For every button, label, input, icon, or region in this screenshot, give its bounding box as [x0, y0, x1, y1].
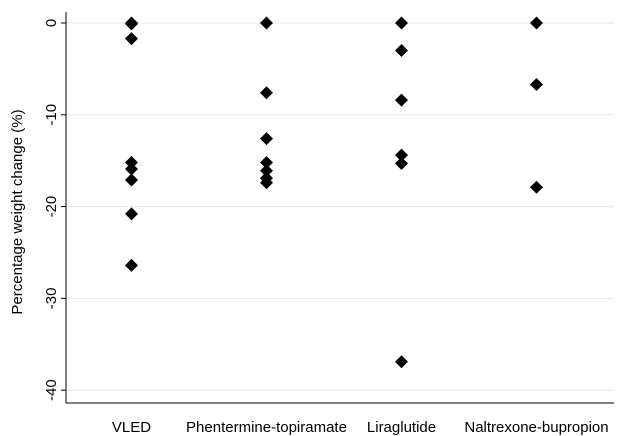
data-point — [125, 32, 138, 46]
data-point — [530, 180, 543, 194]
data-point — [395, 93, 408, 107]
data-point — [260, 132, 273, 146]
data-point — [395, 44, 408, 58]
x-tick-label: Liraglutide — [367, 419, 436, 436]
x-tick-label: Naltrexone-bupropion — [464, 419, 608, 436]
data-point — [260, 156, 273, 170]
data-point — [530, 78, 543, 92]
data-point — [125, 173, 138, 187]
y-tick-label: -30 — [43, 288, 60, 310]
x-tick-label: VLED — [112, 419, 151, 436]
data-point — [395, 148, 408, 162]
data-point — [260, 86, 273, 100]
data-point — [125, 17, 138, 31]
data-point — [395, 16, 408, 30]
data-point — [260, 176, 273, 190]
y-tick-label: 0 — [43, 19, 60, 27]
data-point — [125, 162, 138, 176]
data-point — [395, 156, 408, 170]
data-point — [260, 164, 273, 178]
y-tick-label: -20 — [43, 196, 60, 218]
data-point — [530, 16, 543, 30]
y-tick-label: -10 — [43, 104, 60, 126]
x-tick-label: Phentermine-topiramate — [186, 419, 347, 436]
data-point — [260, 16, 273, 30]
data-point — [125, 207, 138, 221]
y-axis-label: Percentage weight change (%) — [9, 109, 26, 314]
data-point — [125, 258, 138, 272]
y-tick-label: -40 — [43, 379, 60, 401]
data-point — [395, 355, 408, 369]
